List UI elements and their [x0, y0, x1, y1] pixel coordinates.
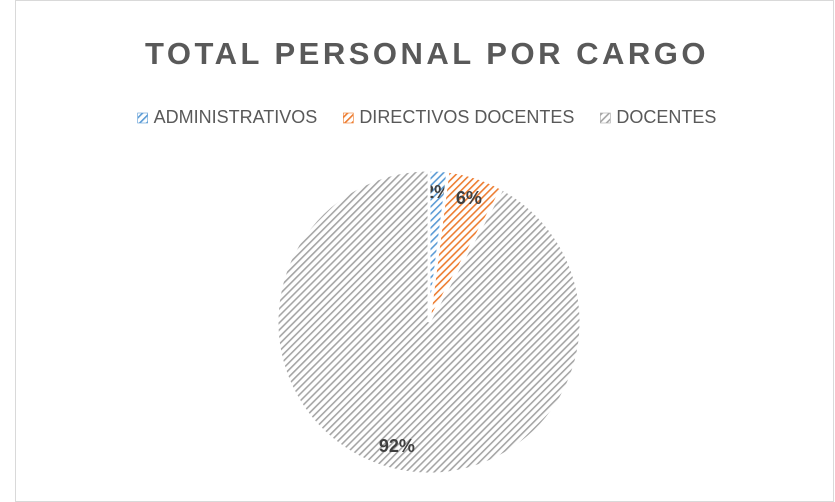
pie-slice: [275, 168, 583, 476]
slice-label: 6%: [456, 188, 482, 208]
chart-title: TOTAL PERSONAL POR CARGO: [145, 36, 709, 71]
legend-marker: [137, 112, 148, 124]
legend-marker: [600, 112, 611, 124]
legend-label: DOCENTES: [616, 107, 716, 127]
legend-label: ADMINISTRATIVOS: [154, 107, 318, 127]
legend-label: DIRECTIVOS DOCENTES: [359, 107, 574, 127]
slice-label: 92%: [379, 436, 415, 456]
legend-marker: [343, 112, 354, 124]
